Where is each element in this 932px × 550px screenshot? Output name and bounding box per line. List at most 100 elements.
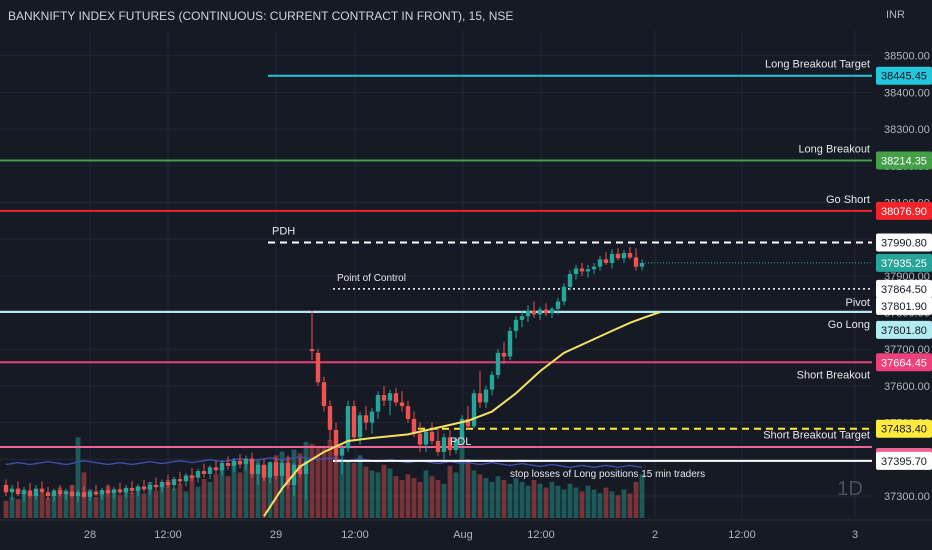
candle-body: [579, 268, 585, 272]
price-axis[interactable]: 37300.0037400.0037500.0037600.0037700.00…: [876, 51, 932, 503]
candle-body: [141, 486, 147, 490]
volume-bar: [99, 493, 105, 518]
time-tick-label: 12:00: [728, 529, 756, 541]
volume-bar: [405, 474, 411, 518]
price-level-value: 37483.40: [881, 424, 927, 436]
candle-body: [93, 491, 99, 495]
volume-bar: [267, 462, 273, 518]
volume-bar: [549, 481, 555, 518]
candle-body: [279, 462, 285, 476]
level-label: Go Short: [826, 194, 870, 206]
last-price-box: [876, 253, 932, 272]
volume-bar: [147, 481, 153, 518]
price-level-box: [876, 296, 932, 315]
volume-bar: [63, 490, 69, 518]
price-level-value: 37801.80: [881, 325, 927, 337]
volume-bar: [513, 478, 519, 518]
candle-body: [471, 393, 477, 427]
volume-bar: [237, 472, 243, 518]
volume-bar: [597, 493, 603, 518]
price-level-value: 37990.80: [881, 238, 927, 250]
volume-bar: [411, 478, 417, 518]
volume-bar: [207, 481, 213, 518]
candle-body: [123, 487, 129, 493]
price-level-value: 37864.50: [881, 284, 927, 296]
volume-bar: [489, 481, 495, 518]
volume-bar: [93, 497, 99, 518]
candle-body: [207, 467, 213, 474]
candle-body: [153, 484, 159, 488]
candle-body: [309, 349, 315, 352]
volume-bar: [363, 466, 369, 518]
volume-bar: [585, 485, 591, 518]
candle-body: [147, 484, 153, 490]
volume-bar: [633, 481, 639, 518]
price-level-box: [876, 201, 932, 220]
candle-body: [219, 462, 225, 471]
candle-body: [543, 309, 549, 314]
volume-bar: [543, 487, 549, 518]
candle-body: [441, 437, 447, 452]
time-tick-label: 2: [652, 529, 658, 541]
volume-bar: [27, 495, 33, 518]
volume-bar: [471, 470, 477, 518]
candle-body: [33, 488, 39, 496]
candle-body: [549, 308, 555, 314]
candle-body: [429, 431, 435, 441]
volume-bar: [219, 468, 225, 518]
level-lines: [0, 74, 872, 462]
candle-body: [525, 310, 531, 317]
candle-body: [597, 259, 603, 267]
candle-body: [201, 471, 207, 474]
volume-bar: [21, 489, 27, 518]
candle-body: [507, 330, 513, 357]
price-tick-label: 38500.00: [884, 51, 930, 63]
candle-body: [411, 418, 417, 434]
candle-body: [435, 440, 441, 452]
volume-bar: [639, 474, 645, 518]
volume-bar: [573, 487, 579, 518]
candle-body: [195, 471, 201, 478]
volume-bar: [369, 470, 375, 518]
volume-bar: [477, 474, 483, 518]
candle-body: [249, 458, 255, 474]
candle-body: [171, 479, 177, 485]
candle-body: [405, 406, 411, 419]
level-label: Long Breakout Target: [765, 59, 870, 71]
vwap-path: [263, 311, 661, 517]
candle-body: [495, 352, 501, 375]
candle-body: [417, 433, 423, 445]
volume-bar: [159, 485, 165, 518]
candle-body: [465, 418, 471, 427]
volume-bar: [627, 493, 633, 518]
volume-ma-line: [5, 456, 643, 469]
time-axis[interactable]: 28 12:00 29 12:00 Aug 12:00 2 12:00 3: [84, 529, 858, 541]
price-tick-label: 37700.00: [884, 344, 930, 356]
price-level-value: 37395.70: [881, 456, 927, 468]
volume-bar: [441, 483, 447, 518]
candle-body: [237, 460, 243, 465]
volume-bar: [351, 462, 357, 518]
volume-bar: [201, 479, 207, 518]
volume-bar: [39, 493, 45, 518]
candle-body: [57, 490, 63, 495]
volume-bar: [435, 480, 441, 518]
candle-body: [489, 374, 495, 390]
volume-bar: [309, 443, 315, 518]
candle-body: [513, 319, 519, 331]
time-tick-label: 3: [852, 529, 858, 541]
price-tick-label: 37600.00: [884, 381, 930, 393]
candle-body: [345, 406, 351, 449]
candle-body: [267, 462, 273, 478]
candle-body: [459, 418, 465, 440]
candle-body: [357, 415, 363, 438]
candles: [3, 247, 645, 502]
price-level-value: 37664.45: [881, 357, 927, 369]
volume-bar: [453, 472, 459, 518]
volume-bar: [567, 483, 573, 518]
volume-bar: [141, 493, 147, 518]
candle-body: [603, 259, 609, 263]
volume-bar: [177, 483, 183, 518]
time-tick-label: 12:00: [154, 529, 182, 541]
